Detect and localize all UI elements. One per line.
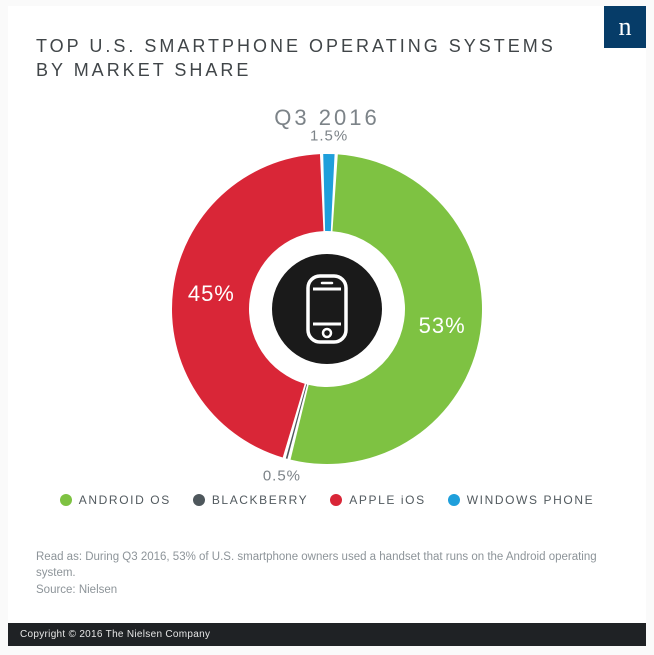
title-line-1: TOP U.S. SMARTPHONE OPERATING SYSTEMS <box>36 36 556 56</box>
legend-label: WINDOWS PHONE <box>467 493 594 507</box>
legend-label: APPLE iOS <box>349 493 425 507</box>
nielsen-logo: n <box>604 6 646 48</box>
footnote-readas: Read as: During Q3 2016, 53% of U.S. sma… <box>36 549 618 582</box>
legend-label: ANDROID OS <box>79 493 171 507</box>
slice-label-blackberry: 0.5% <box>263 467 301 484</box>
chart-title: TOP U.S. SMARTPHONE OPERATING SYSTEMS BY… <box>36 34 618 83</box>
copyright-bar: Copyright © 2016 The Nielsen Company <box>8 623 646 646</box>
title-line-2: BY MARKET SHARE <box>36 60 251 80</box>
legend-item: APPLE iOS <box>330 493 425 507</box>
legend-swatch <box>330 494 342 506</box>
legend-swatch <box>193 494 205 506</box>
slice-windows-phone <box>323 154 334 231</box>
legend-item: ANDROID OS <box>60 493 171 507</box>
infographic-card: n TOP U.S. SMARTPHONE OPERATING SYSTEMS … <box>8 6 646 646</box>
legend-swatch <box>60 494 72 506</box>
legend-label: BLACKBERRY <box>212 493 308 507</box>
slice-label-windows-phone: 1.5% <box>310 127 348 144</box>
legend-item: WINDOWS PHONE <box>448 493 594 507</box>
center-circle <box>272 254 382 364</box>
footnote-source: Source: Nielsen <box>36 582 618 599</box>
phone-icon <box>302 274 352 344</box>
legend-swatch <box>448 494 460 506</box>
legend: ANDROID OS BLACKBERRY APPLE iOS WINDOWS PHO… <box>36 493 618 507</box>
slice-label-apple-ios: 45% <box>188 281 235 307</box>
footnote: Read as: During Q3 2016, 53% of U.S. sma… <box>36 549 618 599</box>
slice-label-android-os: 53% <box>419 313 466 339</box>
donut-chart: 1.5%53%0.5%45% <box>36 139 618 479</box>
legend-item: BLACKBERRY <box>193 493 308 507</box>
